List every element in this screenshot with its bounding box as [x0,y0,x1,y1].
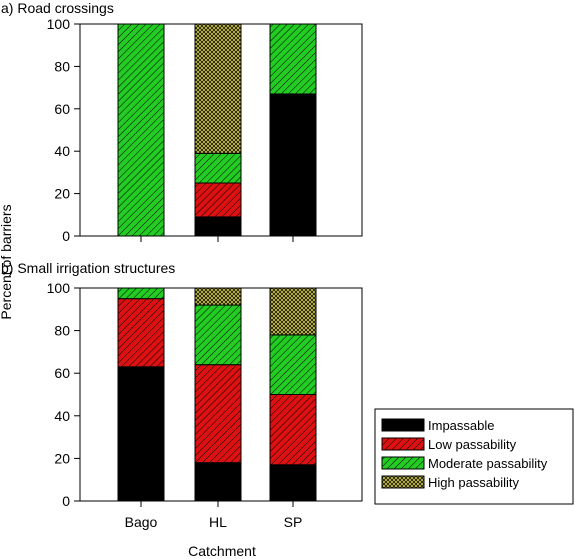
y-tick-label: 80 [54,323,70,339]
legend-swatch-impassable [381,418,425,432]
bar-segment-impassable-hl [194,462,242,502]
panel-road-crossings: a) Road crossings 0 20 40 60 80 100 [1,0,363,244]
y-tick-label: 100 [47,16,71,32]
x-tick-label: SP [284,514,303,530]
y-tick-label: 60 [54,101,70,117]
bar-segment-moderate-sp [269,23,317,95]
legend-label: Moderate passability [428,456,548,471]
y-tick-label: 60 [54,365,70,381]
bar-segment-moderate-bago [117,23,165,237]
plot-frame [79,287,363,502]
legend-swatch-high-passability [381,475,425,489]
bar-segment-moderate-bago [117,287,165,300]
bar-segment-moderate-sp [269,334,317,395]
legend-swatch-low-passability [381,437,425,451]
legend-item-high-passability: High passability [381,475,520,490]
bar-segment-impassable-sp [269,93,317,237]
legend-label: High passability [428,475,520,490]
y-tick-label: 100 [47,280,71,296]
bar-segment-impassable-sp [269,464,317,502]
bar-segment-low-hl [194,364,242,464]
legend-item-moderate-passability: Moderate passability [381,456,548,471]
legend-item-impassable: Impassable [381,418,494,433]
x-tick-label: HL [209,514,227,530]
y-tick-label: 20 [54,186,70,202]
legend-item-low-passability: Low passability [381,437,517,452]
bar-segment-high-sp [269,287,317,336]
y-tick-label: 0 [62,228,70,244]
bar-segment-high-hl [194,287,242,306]
y-tick-label: 0 [62,493,70,509]
bar-segment-low-hl [194,182,242,218]
y-tick-label: 80 [54,58,70,74]
panel-small-irrigation-structures: b) Small irrigation structures 0 20 40 60 80… [1,260,363,530]
x-tick-label: Bago [125,514,158,530]
legend: Impassable Low passability Moderate pass… [374,408,574,505]
y-tick-label: 40 [54,408,70,424]
legend-label: Impassable [428,418,494,433]
bar-segment-high-hl [194,23,242,154]
bar-segment-moderate-hl [194,304,242,366]
bar-segment-low-sp [269,394,317,466]
bar-segment-low-bago [117,298,165,368]
panel-title: b) Small irrigation structures [1,260,175,276]
legend-label: Low passability [428,437,517,452]
x-axis-label: Catchment [188,543,256,559]
y-tick-label: 40 [54,143,70,159]
plot-frame [79,23,363,237]
bar-segment-moderate-hl [194,152,242,184]
panel-title: a) Road crossings [1,0,114,16]
y-tick-label: 20 [54,450,70,466]
y-axis-label: Percent of barriers [0,204,14,319]
legend-swatch-moderate-passability [381,456,425,470]
bar-segment-impassable-bago [117,366,165,502]
bar-segment-impassable-hl [194,216,242,237]
